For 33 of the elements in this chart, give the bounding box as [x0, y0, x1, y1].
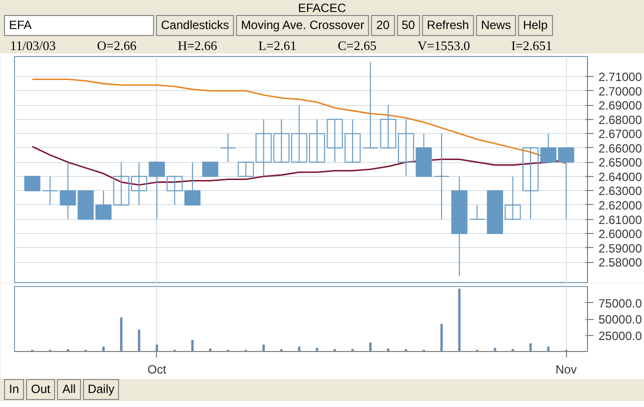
text: News [476, 15, 516, 36]
text: Refresh [422, 15, 474, 36]
chart-title: EFACEC [298, 0, 346, 17]
y-tick-label: 2.62000 [598, 198, 642, 212]
y-tick-label: 2.65000 [598, 156, 642, 170]
text: EFA [4, 15, 154, 36]
text: 50 [396, 15, 420, 36]
text: Moving Ave. Crossover [236, 15, 370, 36]
text: In [4, 379, 24, 400]
text: Daily [82, 379, 120, 400]
y-tick-label: 2.63000 [598, 184, 642, 198]
y-tick-label: 2.66000 [598, 141, 642, 156]
text: Out [26, 379, 56, 400]
y-tick-label: 2.70000 [598, 84, 642, 98]
text: Candlesticks [156, 15, 234, 36]
y-tick-label: 2.67000 [598, 127, 642, 142]
chart-subtitle: 11/03/03 O=2.66 H=2.66 L=2.61 C=2.65 V=1553.0 I=2.651 [10, 37, 552, 55]
y-tick-label: 75000.0 [598, 296, 642, 310]
y-tick-label: 50000.0 [598, 312, 642, 326]
y-tick-label: 2.68000 [598, 112, 642, 127]
text: All [57, 379, 81, 400]
text: Help [518, 15, 553, 36]
text: 20 [371, 15, 395, 36]
y-tick-label: 2.71000 [598, 70, 642, 84]
y-tick-label: 2.58000 [598, 256, 642, 270]
y-tick-label: 2.69000 [598, 98, 642, 113]
y-tick-label: 2.61000 [598, 212, 642, 227]
y-tick-label: 2.60000 [598, 227, 642, 242]
y-tick-label: 2.59000 [598, 241, 642, 256]
x-tick-label: Oct [148, 362, 167, 376]
x-tick-label: Nov [555, 362, 577, 376]
y-tick-label: 2.64000 [598, 170, 642, 184]
y-tick-label: 25000.0 [598, 328, 642, 343]
